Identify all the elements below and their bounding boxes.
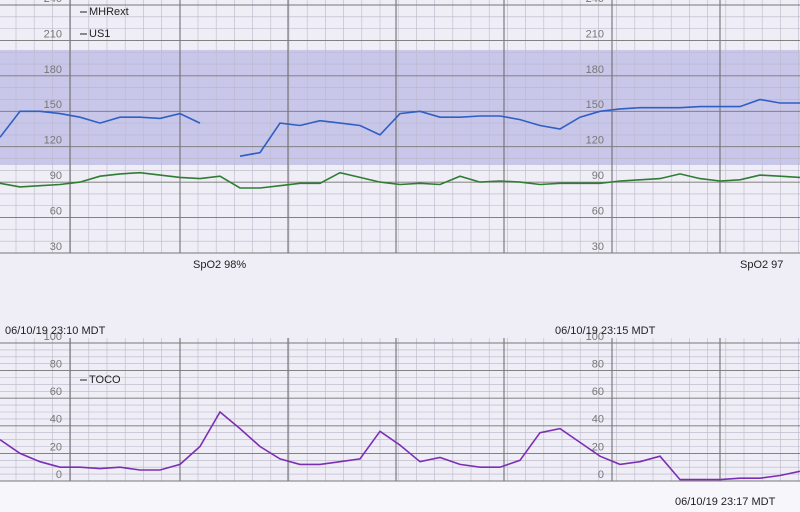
y-tick-label: 30: [50, 241, 62, 253]
annotation: 06/10/19 23:10 MDT: [5, 325, 106, 337]
y-tick-label: 40: [592, 414, 604, 426]
y-tick-label: 120: [586, 135, 604, 147]
y-tick-label: 0: [598, 469, 604, 481]
y-tick-label: 30: [592, 241, 604, 253]
y-tick-label: 60: [592, 386, 604, 398]
y-tick-label: 80: [50, 359, 62, 371]
y-tick-label: 180: [586, 64, 604, 76]
y-tick-label: 210: [586, 28, 604, 40]
y-tick-label: 20: [592, 441, 604, 453]
trace-line: [0, 98, 800, 157]
y-tick-label: 40: [50, 414, 62, 426]
y-tick-label: 180: [44, 64, 62, 76]
y-tick-label: 60: [50, 386, 62, 398]
y-tick-label: 60: [50, 205, 62, 217]
legend-label: MHRext: [89, 6, 129, 18]
y-tick-label: 240: [44, 0, 62, 5]
trace-line: [0, 410, 800, 481]
trace-line: [0, 171, 800, 189]
annotation: 06/10/19 23:15 MDT: [555, 325, 656, 337]
y-tick-label: 100: [44, 331, 62, 343]
y-tick-label: 120: [44, 135, 62, 147]
y-tick-label: 80: [592, 359, 604, 371]
legend-label: TOCO: [89, 374, 121, 386]
y-tick-label: 150: [44, 99, 62, 111]
y-tick-label: 20: [50, 441, 62, 453]
y-tick-label: 90: [50, 170, 62, 182]
y-tick-label: 100: [586, 331, 604, 343]
y-tick-label: 60: [592, 205, 604, 217]
y-tick-label: 90: [592, 170, 604, 182]
y-tick-label: 0: [56, 469, 62, 481]
y-tick-label: 210: [44, 28, 62, 40]
annotation: SpO2 97: [740, 259, 783, 271]
y-tick-label: 240: [586, 0, 604, 5]
y-tick-label: 150: [586, 99, 604, 111]
footer-area: [0, 481, 800, 512]
annotation: SpO2 98%: [193, 259, 246, 271]
annotation: 06/10/19 23:17 MDT: [675, 496, 776, 508]
legend-label: US1: [89, 28, 110, 40]
